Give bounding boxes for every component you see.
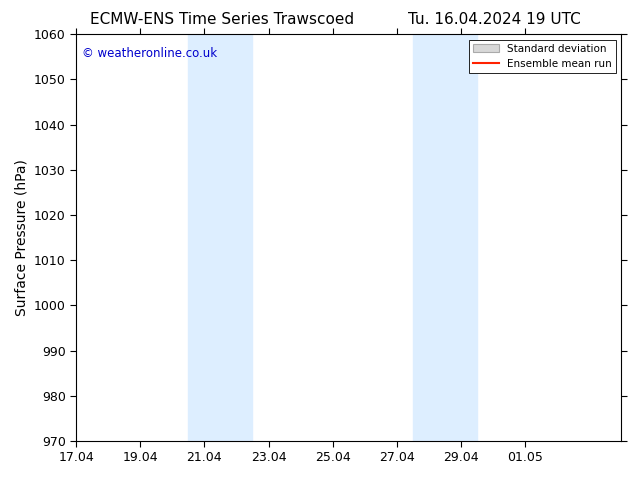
Bar	[413, 34, 477, 441]
Bar	[188, 34, 252, 441]
Y-axis label: Surface Pressure (hPa): Surface Pressure (hPa)	[14, 159, 29, 316]
Legend: Standard deviation, Ensemble mean run: Standard deviation, Ensemble mean run	[469, 40, 616, 73]
Text: Tu. 16.04.2024 19 UTC: Tu. 16.04.2024 19 UTC	[408, 12, 581, 27]
Text: ECMW-ENS Time Series Trawscoed: ECMW-ENS Time Series Trawscoed	[90, 12, 354, 27]
Text: © weatheronline.co.uk: © weatheronline.co.uk	[82, 47, 217, 59]
